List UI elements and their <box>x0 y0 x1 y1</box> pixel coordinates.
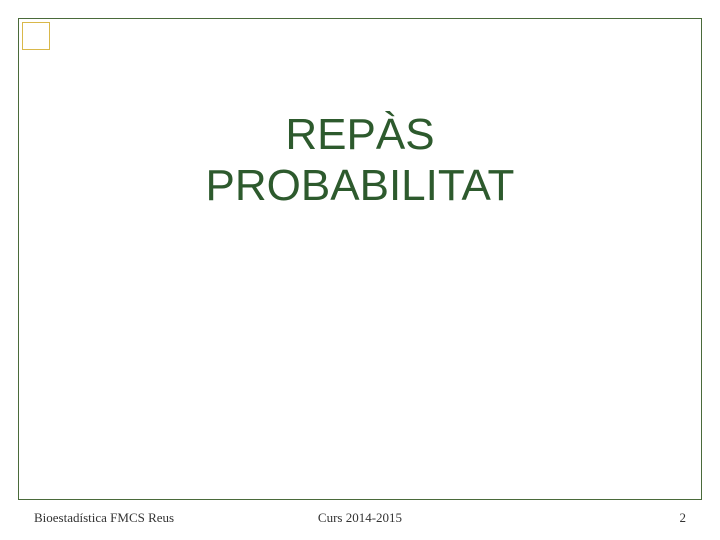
title-line-1: REPÀS <box>285 110 434 159</box>
footer-page-number: 2 <box>680 510 687 526</box>
accent-corner-box <box>22 22 50 50</box>
title-line-2: PROBABILITAT <box>206 161 515 210</box>
footer-center-text: Curs 2014-2015 <box>0 510 720 526</box>
title-container: REPÀS PROBABILITAT <box>0 110 720 211</box>
slide-footer: Bioestadística FMCS Reus Curs 2014-2015 … <box>0 508 720 528</box>
slide-title: REPÀS PROBABILITAT <box>0 110 720 211</box>
slide-border-frame <box>18 18 702 500</box>
